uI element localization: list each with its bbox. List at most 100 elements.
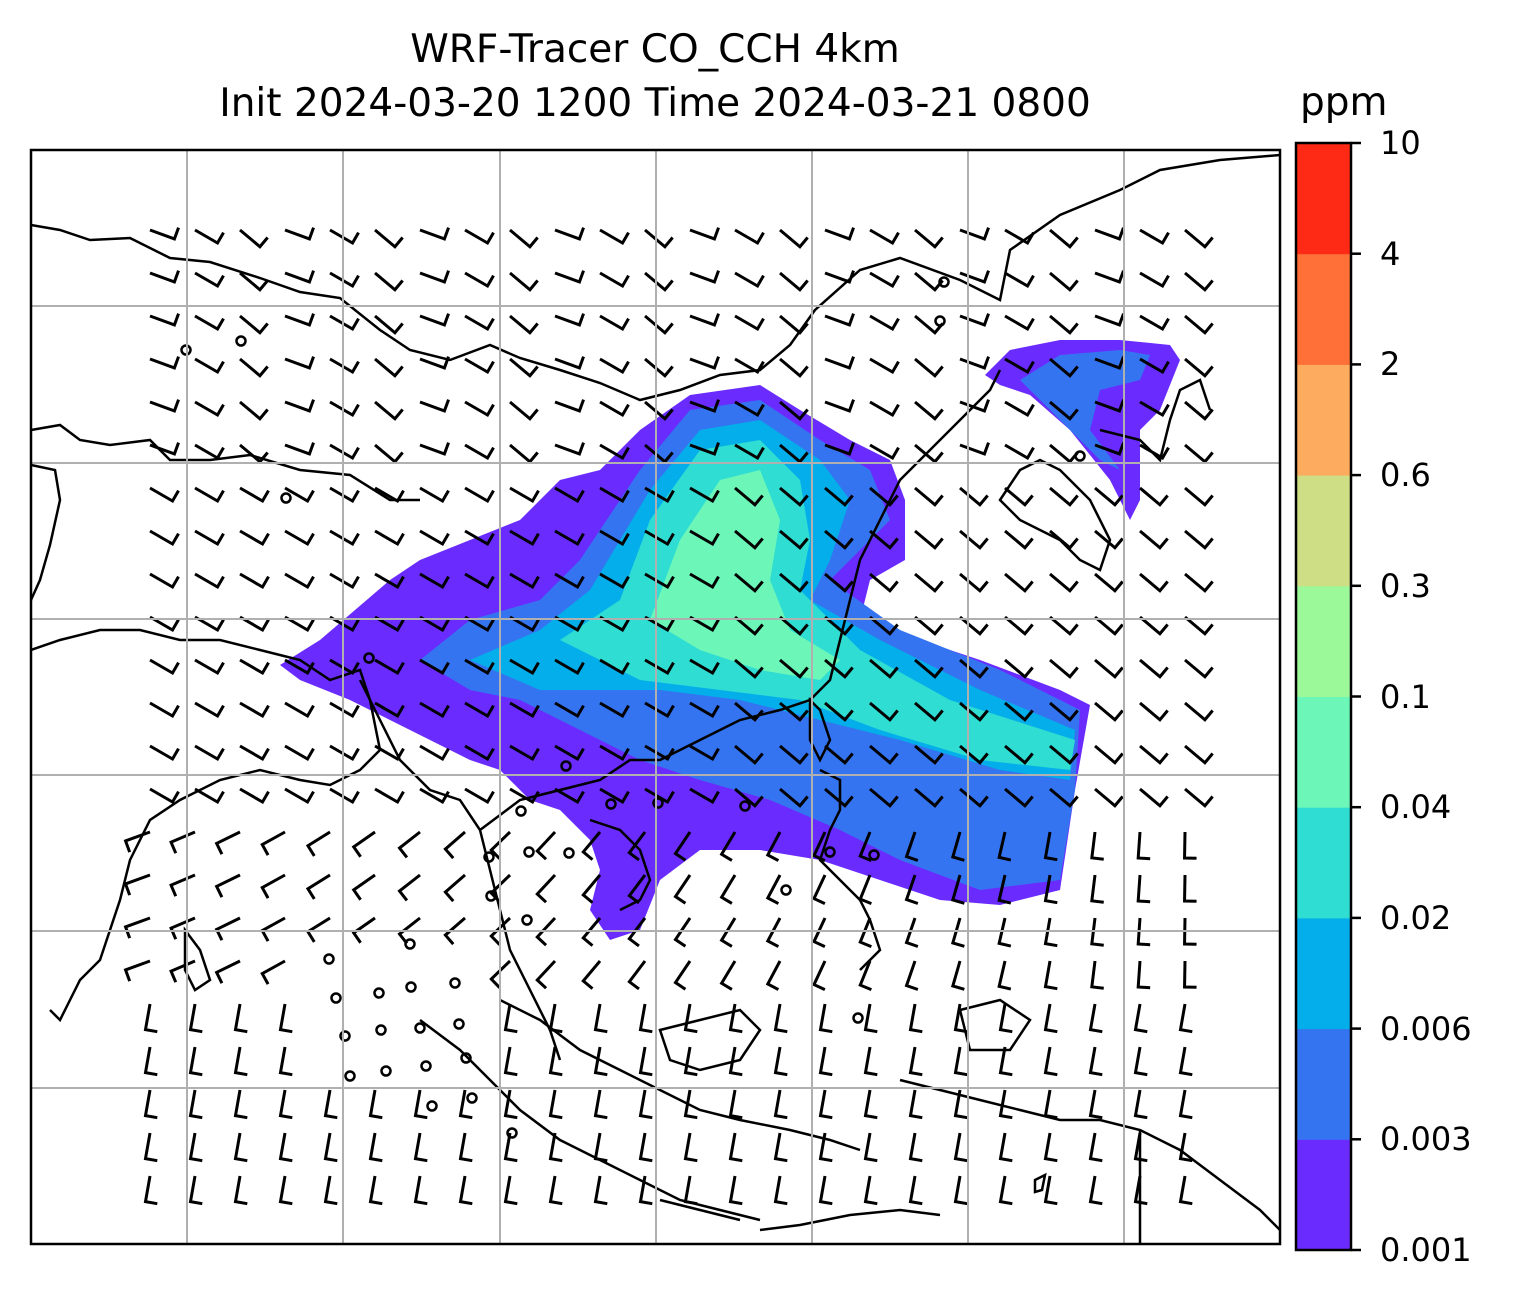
wind-barb xyxy=(869,744,899,765)
wind-barb xyxy=(689,787,720,805)
wind-barb xyxy=(194,787,225,805)
wind-barb xyxy=(554,399,585,413)
wind-barb xyxy=(284,486,315,504)
wind-barb xyxy=(374,744,405,762)
wind-barb xyxy=(419,399,450,413)
wind-barb xyxy=(1139,787,1169,808)
colorbar-block xyxy=(1296,807,1351,919)
wind-barb xyxy=(284,701,315,719)
wind-barb xyxy=(1094,227,1125,241)
colorbar-tick-label: 0.006 xyxy=(1380,1009,1472,1048)
wind-barb xyxy=(1139,658,1169,679)
wind-barb xyxy=(509,744,540,762)
wind-barb xyxy=(779,314,809,335)
wind-barb xyxy=(728,1003,743,1034)
wind-barb xyxy=(149,442,180,456)
wind-barb xyxy=(599,357,630,375)
wind-barb xyxy=(824,529,854,550)
wind-barb xyxy=(644,529,675,547)
wind-barb xyxy=(194,271,225,289)
wind-barb xyxy=(458,1089,473,1120)
calm-wind-marker xyxy=(521,914,533,926)
wind-barb xyxy=(419,227,450,241)
wind-barb xyxy=(284,615,315,633)
wind-barb xyxy=(194,357,225,375)
wind-barb xyxy=(689,313,720,327)
wind-barb xyxy=(765,831,782,862)
wind-barb xyxy=(765,960,782,991)
colorbar-blocks xyxy=(1296,143,1351,1251)
wind-barb xyxy=(1004,486,1034,507)
wind-barb xyxy=(509,787,540,805)
wind-barb xyxy=(812,874,827,905)
wind-barb xyxy=(644,615,675,633)
colorbar-tick-label: 0.6 xyxy=(1380,456,1431,495)
plume-mid-ne xyxy=(1020,350,1150,470)
wind-barb xyxy=(908,1089,923,1120)
wind-barb xyxy=(464,486,495,504)
wind-barb xyxy=(239,615,270,633)
wind-barb xyxy=(599,572,630,590)
wind-barb xyxy=(1184,572,1214,593)
colorbar-ticks xyxy=(1351,141,1361,1252)
colorbar-block xyxy=(1296,696,1351,808)
wind-barb xyxy=(773,1089,788,1120)
calm-wind-marker xyxy=(280,492,292,504)
wind-barb xyxy=(593,1089,608,1120)
wind-barb xyxy=(689,658,720,676)
wind-barb xyxy=(869,787,899,808)
wind-barb xyxy=(458,1175,473,1206)
wind-barb xyxy=(489,959,512,989)
wind-barb xyxy=(374,787,405,805)
wind-barb xyxy=(765,874,782,905)
wind-barb xyxy=(554,701,585,719)
wind-barb xyxy=(509,529,540,547)
wind-barb xyxy=(464,314,495,332)
gridlines xyxy=(31,150,1280,1244)
wind-barb xyxy=(284,399,315,413)
wind-barb xyxy=(599,787,630,805)
wind-barb xyxy=(1094,399,1125,413)
wind-barb xyxy=(719,831,737,862)
wind-barb xyxy=(734,787,764,808)
wind-barb xyxy=(214,873,241,898)
wind-barb xyxy=(1088,1089,1103,1120)
wind-barb xyxy=(464,443,495,461)
wind-barb xyxy=(1049,400,1079,421)
wind-barb xyxy=(123,830,151,853)
wind-barb xyxy=(1139,400,1170,418)
wind-barb xyxy=(683,1132,698,1163)
wind-barb xyxy=(143,1132,158,1163)
calm-wind-marker xyxy=(380,1065,392,1077)
wind-barb xyxy=(1049,314,1079,335)
wind-barb xyxy=(779,615,809,636)
wind-barb xyxy=(673,831,692,862)
wind-barb xyxy=(419,270,450,284)
wind-barb xyxy=(239,400,269,421)
wind-barb xyxy=(239,529,270,547)
wind-barb xyxy=(123,873,151,896)
wind-barb xyxy=(904,917,919,948)
wind-barb xyxy=(535,959,557,990)
wind-barb xyxy=(419,486,450,504)
wind-barb xyxy=(644,787,675,805)
wind-barb xyxy=(143,1003,158,1034)
wind-barb xyxy=(914,529,944,550)
wind-barb xyxy=(734,615,764,636)
wind-barb xyxy=(1004,744,1034,765)
wind-barb xyxy=(1094,744,1124,765)
wind-barb xyxy=(683,1003,698,1034)
wind-barb xyxy=(1139,529,1169,550)
wind-barb xyxy=(1004,787,1034,808)
wind-barb xyxy=(1004,701,1034,722)
wind-barb xyxy=(464,701,495,719)
wind-barb xyxy=(194,529,225,547)
wind-barb xyxy=(374,701,405,719)
wind-barb xyxy=(638,1046,653,1077)
wind-barb xyxy=(779,787,809,808)
wind-barb xyxy=(1094,486,1124,507)
wind-barb xyxy=(1133,1175,1148,1206)
wind-barb xyxy=(959,701,989,722)
chart-title-line2: Init 2024-03-20 1200 Time 2024-03-21 080… xyxy=(219,81,1091,126)
